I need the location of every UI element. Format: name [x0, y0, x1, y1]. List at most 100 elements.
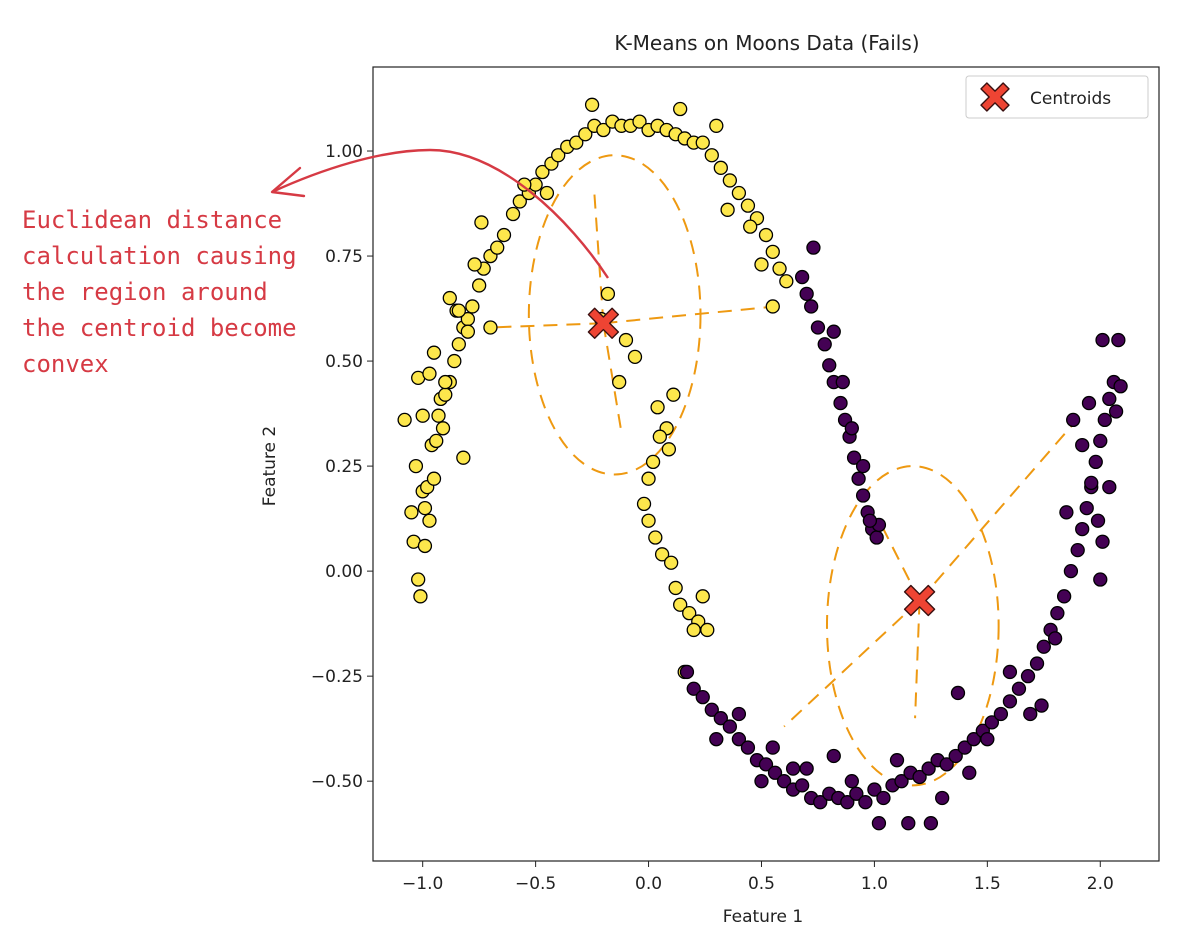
cluster-1-point	[855, 488, 871, 503]
cluster-0-point	[641, 513, 656, 528]
cluster-0-point	[632, 114, 647, 129]
cluster-1-point	[939, 757, 954, 772]
cluster-1-point	[1075, 521, 1090, 537]
cluster-0-point	[535, 164, 550, 180]
cluster-0-point	[704, 148, 719, 163]
cluster-0-point	[648, 530, 663, 545]
cluster-0-point	[415, 408, 430, 423]
guide-spoke	[603, 305, 776, 325]
legend: Centroids	[965, 75, 1149, 119]
cluster-0-point	[474, 215, 489, 230]
cluster-1-point	[950, 685, 966, 701]
cluster-1-point	[849, 786, 864, 801]
cluster-0-point	[700, 622, 715, 638]
centroid-markers	[587, 307, 936, 617]
cluster-1-point	[1002, 664, 1018, 680]
chart-title: K-Means on Moons Data (Fails)	[614, 31, 919, 55]
cluster-1-point	[1093, 572, 1108, 587]
cluster-0-point	[673, 101, 688, 117]
cluster-0-point	[451, 337, 466, 352]
cluster-1-point	[901, 816, 916, 831]
cluster-1-point	[794, 269, 810, 285]
cluster-0-point	[695, 589, 710, 604]
cluster-1-point	[1029, 656, 1045, 671]
cluster-0-point	[438, 387, 453, 402]
y-tick-label: 0.50	[325, 352, 363, 372]
cluster-1-point	[804, 299, 819, 314]
cluster-0-point	[490, 240, 505, 255]
cluster-1-point	[846, 450, 862, 465]
data-points	[397, 97, 1128, 831]
cluster-0-point	[661, 442, 677, 457]
cluster-0-point	[417, 500, 433, 516]
cluster-1-point	[1070, 542, 1085, 558]
cluster-1-point	[713, 711, 728, 726]
cluster-1-point	[1034, 698, 1049, 713]
y-tick-label: 1.00	[325, 142, 363, 162]
cluster-1-point	[1063, 563, 1079, 579]
cluster-0-point	[456, 450, 471, 465]
cluster-0-point	[720, 202, 735, 217]
cluster-1-point	[826, 324, 841, 339]
cluster-1-point	[876, 790, 891, 806]
cluster-0-point	[483, 320, 498, 335]
guide-spoke	[783, 599, 921, 728]
cluster-1-point	[840, 795, 855, 810]
cluster-1-point	[731, 706, 747, 722]
cluster-0-point	[695, 135, 710, 150]
cluster-0-point	[569, 135, 584, 150]
cluster-1-point	[709, 732, 724, 747]
cluster-0-point	[666, 387, 681, 402]
cluster-0-point	[397, 412, 412, 428]
cluster-1-point	[1056, 589, 1072, 604]
cluster-0-point	[743, 219, 758, 234]
x-tick-label: 2.0	[1087, 874, 1114, 894]
plot-frame	[372, 66, 1160, 862]
annotation-line: the region around	[22, 278, 268, 306]
cluster-1-point	[1020, 669, 1036, 684]
cluster-1-point	[1102, 479, 1117, 495]
x-tick-label: −0.5	[515, 874, 556, 894]
cluster-0-point	[772, 261, 787, 276]
cluster-1-point	[822, 358, 837, 373]
cluster-1-point	[813, 795, 828, 810]
cluster-1-point	[1081, 395, 1097, 411]
cluster-0-point	[652, 429, 667, 444]
cluster-1-point	[1095, 332, 1110, 348]
guide-spoke	[918, 423, 1074, 602]
cluster-1-point	[1084, 475, 1099, 491]
cluster-1-point	[867, 782, 882, 797]
cluster-1-point	[862, 513, 878, 528]
cluster-0-point	[645, 454, 661, 470]
cluster-0-point	[596, 122, 611, 138]
cluster-1-point	[1108, 404, 1124, 419]
cluster-0-point	[417, 538, 433, 554]
cluster-1-point	[1102, 391, 1117, 407]
cluster-0-point	[505, 206, 521, 222]
cluster-0-point	[426, 345, 442, 360]
cluster-0-point	[472, 278, 487, 293]
cluster-1-point	[1093, 433, 1108, 449]
cluster-0-point	[431, 408, 446, 423]
cluster-0-point	[740, 198, 756, 213]
cluster-1-point	[1002, 694, 1018, 709]
cluster-1-point	[1075, 437, 1090, 453]
cluster-0-point	[709, 118, 724, 133]
cluster-1-point	[894, 774, 909, 789]
y-axis-title: Feature 2	[260, 426, 280, 506]
cluster-0-point	[447, 353, 462, 369]
cluster-1-point	[844, 421, 859, 436]
cluster-1-point	[871, 816, 887, 831]
cluster-0-point	[682, 605, 697, 621]
convexity-guides	[490, 154, 1074, 787]
cluster-0-point	[668, 580, 683, 596]
cluster-0-point	[429, 433, 444, 449]
x-tick-label: −1.0	[402, 874, 443, 894]
guide-spoke	[593, 192, 605, 324]
legend-centroid-icon	[980, 82, 1010, 112]
y-tick-label: 0.25	[325, 457, 363, 477]
cluster-1-point	[826, 748, 841, 764]
cluster-0-point	[765, 244, 780, 259]
cluster-0-point	[451, 303, 466, 318]
